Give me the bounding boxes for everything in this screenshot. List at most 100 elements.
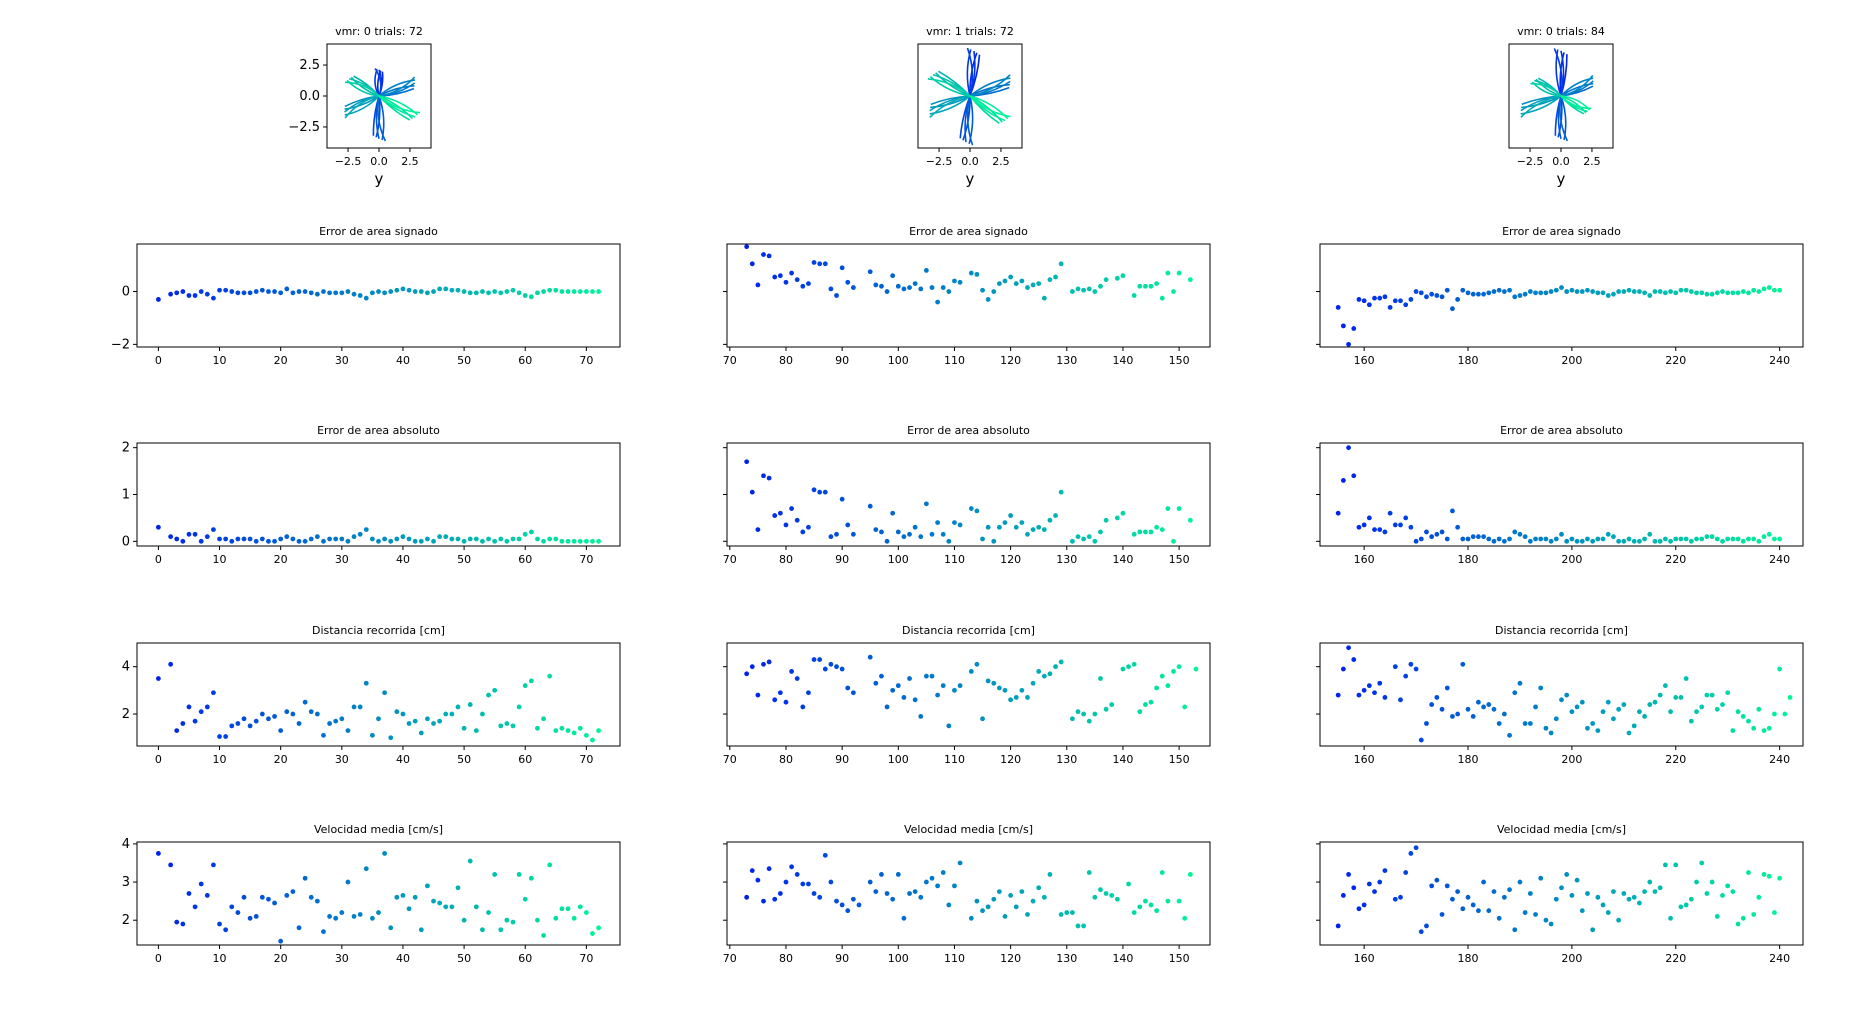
sig-2-point <box>1704 291 1710 297</box>
sig-0-point <box>333 290 339 296</box>
traj-2-trajectory <box>1553 48 1563 97</box>
sig-0-point <box>394 287 400 293</box>
abs-1-point <box>1025 531 1030 537</box>
sig-0-point <box>241 290 247 296</box>
vel-0-point <box>528 875 534 881</box>
dist-1-point <box>1075 709 1081 715</box>
vel-0-xtick-label: 10 <box>213 952 227 965</box>
dist-0-point <box>492 687 498 693</box>
dist-1-point <box>946 723 952 729</box>
abs-0-point <box>284 534 290 540</box>
sig-2-xtick-label: 180 <box>1458 354 1479 367</box>
dist-1-points <box>744 654 1199 729</box>
vel-0-point <box>565 906 571 912</box>
sig-1-point <box>783 279 789 285</box>
vel-2-point <box>1543 917 1549 923</box>
sig-2-point <box>1496 287 1502 293</box>
sig-0-point <box>259 287 265 293</box>
sig-1-points <box>744 244 1193 305</box>
vel-0-ytick-label: 2 <box>122 913 130 928</box>
sig-0-point <box>369 290 375 296</box>
vel-2-point <box>1605 910 1611 915</box>
vel-1-point <box>1008 893 1014 898</box>
dist-0-point <box>577 725 583 731</box>
sig-1-point <box>991 289 997 294</box>
dist-0-point <box>516 704 522 710</box>
abs-2-point <box>1491 538 1497 544</box>
abs-2-point <box>1761 534 1767 540</box>
sig-0-point <box>388 289 394 294</box>
sig-1-point <box>1143 283 1148 289</box>
abs-1-point <box>1148 529 1154 535</box>
sig-0-point <box>382 290 388 296</box>
vel-0-point <box>247 915 253 921</box>
sig-1-point <box>1047 277 1053 283</box>
dist-1-point <box>890 687 896 693</box>
dist-1-point <box>884 704 890 710</box>
vel-2-title: Velocidad media [cm/s] <box>1497 823 1626 836</box>
dist-2-point <box>1418 737 1424 743</box>
vel-1-point <box>794 872 800 877</box>
vel-1-point <box>1159 870 1165 875</box>
sig-0-point <box>516 290 522 296</box>
abs-0-point <box>473 536 479 542</box>
vel-2-point <box>1694 879 1699 885</box>
dist-2-point <box>1366 683 1372 689</box>
traj-0-trajectory <box>374 68 382 97</box>
sig-2-point <box>1481 291 1486 297</box>
sig-2-xtick-label: 240 <box>1769 354 1790 367</box>
sig-1-point <box>845 279 851 285</box>
vel-2-point <box>1595 894 1601 900</box>
vel-1-point <box>1182 915 1188 921</box>
abs-2-point <box>1746 536 1751 542</box>
dist-1-point <box>1148 699 1154 705</box>
sig-1-point <box>1159 295 1165 301</box>
vel-0-point <box>492 872 498 877</box>
vel-0-point <box>321 929 326 935</box>
abs-0-point <box>357 531 363 537</box>
dist-2-point <box>1403 673 1409 679</box>
dist-2-point <box>1631 723 1637 729</box>
sig-0-point <box>425 290 430 296</box>
dist-1-xtick-label: 130 <box>1056 753 1077 766</box>
abs-2-point <box>1553 536 1559 542</box>
vel-0-point <box>596 925 602 931</box>
sig-2-point <box>1647 293 1653 298</box>
vel-0-point <box>510 919 516 925</box>
vel-0-point <box>235 910 241 915</box>
dist-2-point <box>1678 695 1684 700</box>
vel-1-point <box>822 852 828 858</box>
dist-0-point <box>266 716 271 722</box>
abs-2-point <box>1408 524 1414 530</box>
sig-0-point <box>596 289 602 294</box>
sig-2-point <box>1699 290 1705 296</box>
vel-2-xtick-label: 220 <box>1665 952 1686 965</box>
dist-1-point <box>1081 711 1087 717</box>
vel-2-point <box>1434 877 1440 883</box>
dist-1-point <box>1143 702 1148 707</box>
abs-1-xtick-label: 120 <box>1000 553 1021 566</box>
vel-2-point <box>1647 879 1653 885</box>
traj-0-ytick-label: 2.5 <box>299 58 320 73</box>
dist-2-xtick-label: 180 <box>1458 753 1479 766</box>
dist-2-point <box>1766 725 1772 731</box>
sig-1-point <box>1013 281 1019 287</box>
abs-2-point <box>1585 536 1590 542</box>
abs-0-point <box>486 536 491 542</box>
abs-1-xtick-label: 80 <box>779 553 793 566</box>
abs-2-point <box>1730 536 1736 542</box>
dist-2-point <box>1392 664 1398 670</box>
sig-1-point <box>749 261 755 267</box>
dist-0-point <box>333 718 339 724</box>
sig-1-point <box>806 281 811 287</box>
sig-1-point <box>1120 273 1126 279</box>
sig-2-point <box>1351 326 1357 331</box>
abs-0-ytick-label: 1 <box>122 488 130 503</box>
abs-0-xtick-label: 60 <box>518 553 532 566</box>
sig-1-point <box>794 277 800 283</box>
traj-0-frame <box>326 43 432 149</box>
abs-2-point <box>1527 538 1533 544</box>
abs-1-point <box>1187 517 1193 523</box>
dist-1-point <box>991 680 997 686</box>
vel-2-point <box>1366 881 1372 887</box>
